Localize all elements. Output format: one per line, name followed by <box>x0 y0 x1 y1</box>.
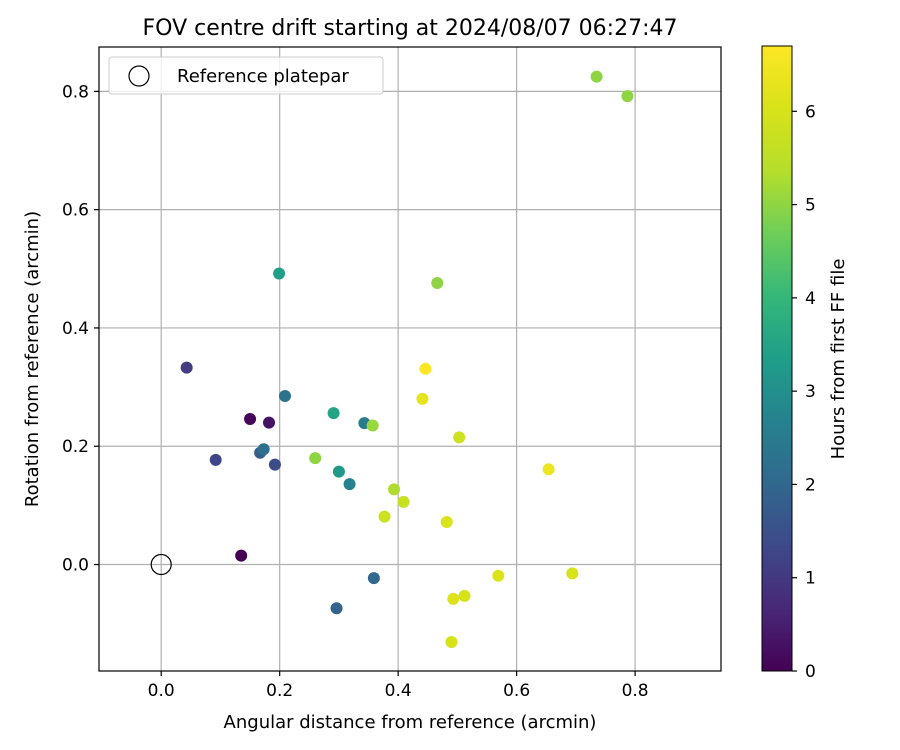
data-point <box>590 70 603 83</box>
colorbar: 0 1 2 3 4 5 6 Hours from first FF file <box>761 45 849 682</box>
colorbar-label: Hours from first FF file <box>828 259 849 460</box>
x-tick-label: 0.4 <box>385 681 412 701</box>
colorbar-tick-label: 4 <box>805 289 816 309</box>
data-point <box>621 90 634 103</box>
legend-label: Reference platepar <box>177 66 349 87</box>
legend-box <box>108 56 384 95</box>
colorbar-tick-label: 5 <box>805 196 816 216</box>
data-point <box>388 483 401 496</box>
data-point <box>431 276 444 289</box>
data-point <box>367 572 380 585</box>
data-point <box>268 458 281 471</box>
data-point <box>235 549 248 562</box>
colorbar-tick-label: 2 <box>805 475 816 495</box>
data-point <box>366 419 379 432</box>
data-point <box>419 362 432 375</box>
data-point <box>273 267 286 280</box>
reference-point-marker <box>150 553 172 576</box>
x-tick-label: 0.2 <box>266 681 293 701</box>
data-point <box>327 407 340 420</box>
data-point <box>397 495 410 508</box>
ticks-layer: 0.0 0.2 0.4 0.6 0.8 0.0 0.2 0.4 0.6 0.8 <box>62 82 649 701</box>
data-point <box>209 453 222 466</box>
plot-area-frame <box>98 46 722 672</box>
data-point <box>332 465 345 478</box>
x-axis-label: Angular distance from reference (arcmin) <box>224 712 597 733</box>
colorbar-gradient <box>761 45 793 672</box>
data-point <box>416 392 429 405</box>
data-point <box>257 443 270 456</box>
data-point <box>309 452 322 465</box>
data-point <box>279 389 292 402</box>
data-point <box>180 361 193 374</box>
colorbar-tick-label: 6 <box>805 102 816 122</box>
data-point <box>378 510 391 523</box>
data-point <box>263 416 276 429</box>
data-point <box>440 515 453 528</box>
data-point <box>445 636 458 649</box>
data-point <box>453 431 466 444</box>
chart-title: FOV centre drift starting at 2024/08/07 … <box>143 16 678 41</box>
data-point <box>244 413 257 426</box>
y-axis-label: Rotation from reference (arcmin) <box>22 211 43 507</box>
data-point <box>343 478 356 491</box>
y-tick-label: 0.4 <box>62 319 89 339</box>
data-point <box>330 602 343 615</box>
y-tick-label: 0.8 <box>62 82 89 102</box>
colorbar-tick-label: 0 <box>805 662 816 682</box>
y-tick-label: 0.2 <box>62 437 89 457</box>
x-tick-label: 0.6 <box>503 681 530 701</box>
y-tick-label: 0.0 <box>62 556 89 576</box>
points-layer <box>150 70 634 649</box>
legend-marker <box>128 65 150 87</box>
data-point <box>458 589 471 602</box>
x-tick-label: 0.0 <box>148 681 175 701</box>
x-tick-label: 0.8 <box>622 681 649 701</box>
data-point <box>566 567 579 580</box>
colorbar-tick-label: 1 <box>805 569 816 589</box>
colorbar-ticks: 0 1 2 3 4 5 6 <box>792 102 816 682</box>
legend: Reference platepar <box>108 56 384 95</box>
colorbar-tick-label: 3 <box>805 382 816 402</box>
grid-layer <box>99 47 721 671</box>
y-tick-label: 0.6 <box>62 201 89 221</box>
data-point <box>447 592 460 605</box>
data-point <box>542 463 555 476</box>
data-point <box>492 569 505 582</box>
